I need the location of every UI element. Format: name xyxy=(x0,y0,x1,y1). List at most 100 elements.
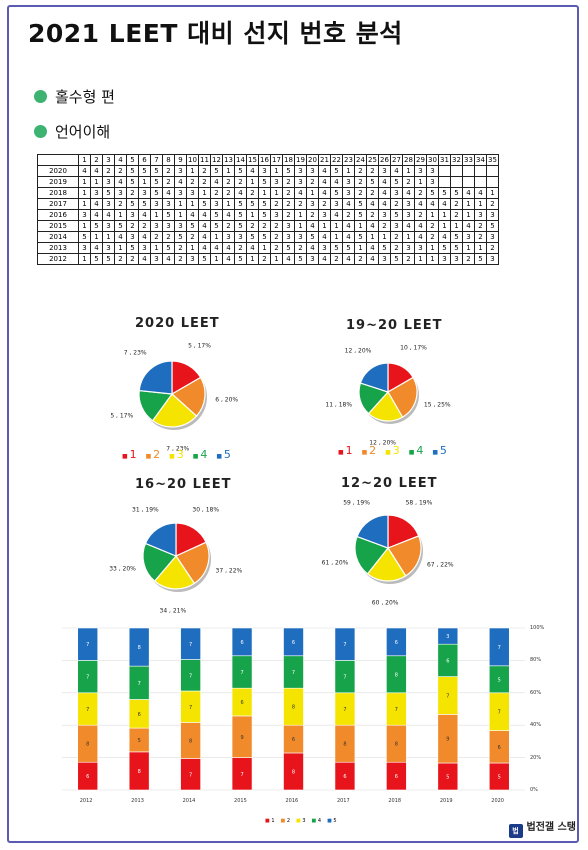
pie-data-label: 58 , 19% xyxy=(405,499,433,507)
pie-slice-2 xyxy=(387,535,422,577)
cell: 2 xyxy=(486,198,499,210)
cell: 2 xyxy=(114,253,127,265)
bar-value-label: 7 xyxy=(343,675,346,681)
bar-segment-5 xyxy=(437,627,459,645)
x-tick-label: 2019 xyxy=(439,798,453,804)
cell: 3 xyxy=(378,253,391,265)
pie-data-label: 12 , 20% xyxy=(369,439,397,447)
legend-label: 5 xyxy=(223,448,231,461)
x-tick-label: 2015 xyxy=(234,798,247,804)
section-language: 언어이해 xyxy=(34,121,110,142)
bar-value-label: 5 xyxy=(498,677,501,683)
pie-slice-2 xyxy=(387,376,418,418)
x-tick-label: 2016 xyxy=(285,798,299,804)
bar-segment-5 xyxy=(77,627,99,661)
bar-value-label: 7 xyxy=(292,670,295,676)
legend-item: ■ 3 xyxy=(169,448,184,461)
cell: 4 xyxy=(282,253,295,265)
cell: 3 xyxy=(186,253,199,265)
x-tick-label: 2018 xyxy=(388,798,402,804)
bar-value-label: 7 xyxy=(240,670,243,676)
legend-label: 1 xyxy=(129,448,137,461)
legend-item: ■ 4 xyxy=(409,444,424,457)
bar-value-label: 7 xyxy=(446,694,449,700)
y-tick-label: 0% xyxy=(530,787,538,793)
bar-value-label: 8 xyxy=(292,705,295,711)
bar-value-label: 7 xyxy=(395,707,398,713)
legend-label: 2 xyxy=(286,818,291,824)
table-row: 2016 3 4 4 1 3 4 1 5 1 4 4 5 4 5 1 5 3 2 1 2 3 4 2 5 2 3 5 3 2 1 1 2 1 3 3 xyxy=(37,209,499,221)
table-row: 2017 1 4 3 2 5 5 3 3 1 1 5 3 1 5 5 5 2 2 2 3 2 3 4 5 4 4 2 3 4 4 4 2 1 1 2 xyxy=(37,198,499,210)
bar-value-label: 8 xyxy=(138,645,141,651)
bar-value-label: 3 xyxy=(446,634,449,640)
pie-data-label: 33 , 20% xyxy=(109,565,136,573)
pie-slice-2 xyxy=(170,376,206,417)
x-tick-label: 2014 xyxy=(182,798,196,804)
x-tick-label: 2013 xyxy=(131,798,144,804)
pie-data-label: 6 , 20% xyxy=(215,396,239,404)
legend-swatch: ■ xyxy=(265,818,272,824)
cell: 4 xyxy=(318,253,331,265)
y-tick-label: 60% xyxy=(530,689,542,696)
bar-value-label: 8 xyxy=(292,769,295,775)
pie-slice-1 xyxy=(387,514,420,549)
pie-legend: ■ 1 ■ 2 ■ 3 ■ 4 ■ 5 xyxy=(338,444,456,457)
legend-swatch: ■ xyxy=(408,449,417,456)
table-row: 2013 3 4 3 1 5 3 1 5 2 1 4 4 4 2 4 1 2 5 2 4 3 5 5 1 4 5 2 3 3 1 5 5 1 1 2 xyxy=(37,242,499,254)
bar-value-label: 8 xyxy=(395,742,398,748)
legend-swatch: ■ xyxy=(361,449,370,456)
pie-title: 2020 LEET xyxy=(135,316,220,331)
bar-value-label: 5 xyxy=(446,775,449,781)
pie-data-label: 30 , 18% xyxy=(192,506,220,514)
bar-value-label: 6 xyxy=(498,745,501,751)
pie-slice-3 xyxy=(367,390,404,422)
bar-value-label: 6 xyxy=(240,700,243,706)
cell: 3 xyxy=(486,253,499,265)
answer-table: 1 2 3 4 5 6 7 8 9 10 11 12 13 14 15 16 17 18 19 20 21 22 23 24 2… xyxy=(37,154,499,265)
bar-value-label: 8 xyxy=(86,742,89,748)
bar-value-label: 7 xyxy=(240,772,243,778)
section-odd-type: 홀수형 편 xyxy=(34,86,115,107)
bar-value-label: 7 xyxy=(498,710,501,716)
page-border xyxy=(7,5,579,843)
legend-swatch: ■ xyxy=(280,818,287,824)
pie-data-label: 5 , 17% xyxy=(188,342,211,350)
table-row: 2015 1 5 3 5 2 2 3 3 3 5 4 5 2 5 2 2 2 3 1 4 1 1 4 1 4 2 3 4 4 2 1 1 4 2 5 xyxy=(37,220,499,232)
y-tick-label: 20% xyxy=(530,754,542,761)
bar-legend: ■ 1 ■ 2 ■ 3 ■ 4 ■ 5 xyxy=(265,818,343,824)
pie-data-label: 61 , 20% xyxy=(321,559,349,567)
cell: 3 xyxy=(486,231,499,243)
bar-value-label: 7 xyxy=(343,642,346,648)
legend-item: ■ 1 xyxy=(265,818,275,824)
bar-value-label: 7 xyxy=(86,642,89,648)
legend-label: 3 xyxy=(176,448,184,461)
table-row: 2018 1 3 5 3 2 3 5 4 3 3 1 2 2 4 2 1 1 2 4 1 4 5 3 2 2 4 3 4 2 5 5 5 4 4 1 xyxy=(37,187,499,199)
page-title: 2021 LEET 대비 선지 번호 분석 xyxy=(28,19,403,48)
pie-slice-3 xyxy=(153,555,196,590)
bar-value-label: 7 xyxy=(189,673,192,679)
legend-label: 4 xyxy=(200,448,208,461)
legend-swatch: ■ xyxy=(296,818,303,824)
bar-value-label: 6 xyxy=(292,737,295,743)
bar-value-label: 7 xyxy=(138,681,141,687)
legend-label: 4 xyxy=(416,444,424,457)
table-row: 2012 1 5 5 2 2 4 3 4 2 3 5 1 4 5 1 2 1 4 5 3 4 2 4 2 4 3 5 2 1 1 3 3 2 5 3 xyxy=(37,253,499,265)
bar-value-label: 9 xyxy=(446,737,449,743)
legend-label: 1 xyxy=(271,818,275,824)
legend-label: 5 xyxy=(333,818,337,824)
bar-value-label: 6 xyxy=(86,774,89,780)
legend-item: ■ 4 xyxy=(312,818,322,824)
legend-item: ■ 5 xyxy=(432,444,447,457)
brand-logo: 법 xyxy=(508,824,523,838)
pie-data-label: 7 , 23% xyxy=(123,349,147,357)
pie-slice-4 xyxy=(354,535,389,575)
legend-swatch: ■ xyxy=(216,453,224,460)
x-tick-label: 2020 xyxy=(491,798,504,804)
bar-value-label: 7 xyxy=(86,707,89,713)
bar-value-label: 7 xyxy=(189,705,192,711)
section-odd-type-label: 홀수형 편 xyxy=(55,88,115,106)
pie-slice-5 xyxy=(138,360,173,395)
